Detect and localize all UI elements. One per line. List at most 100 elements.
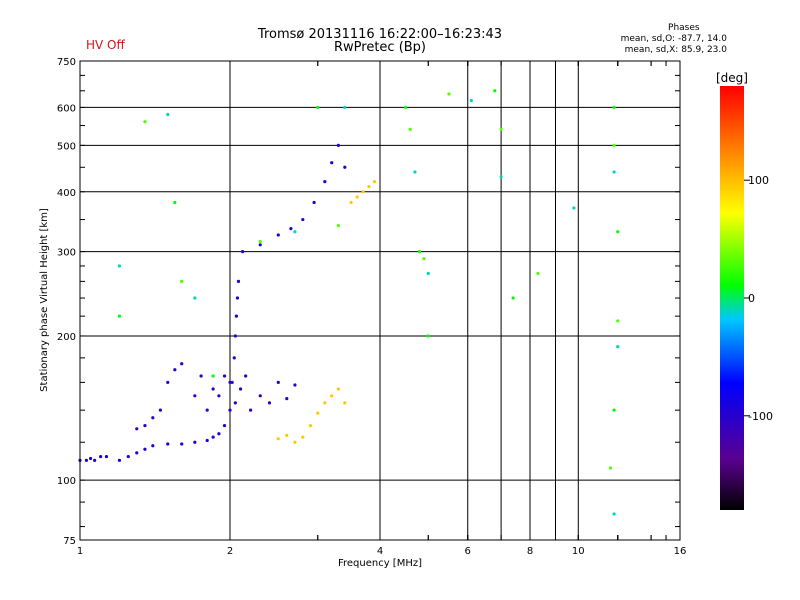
data-point (323, 180, 327, 184)
data-point (238, 387, 243, 391)
data-point (343, 401, 347, 405)
x-tick-label: 2 (227, 546, 233, 557)
data-point (173, 200, 177, 205)
data-point (222, 423, 227, 428)
data-point (301, 435, 305, 439)
data-point (241, 250, 245, 254)
data-point (211, 387, 215, 391)
data-point (117, 314, 122, 318)
data-point (422, 257, 426, 261)
data-point (301, 217, 305, 222)
data-point (193, 296, 197, 300)
data-point (276, 437, 280, 441)
data-point (285, 396, 289, 401)
data-point (323, 401, 327, 405)
y-tick-label: 500 (57, 141, 76, 152)
data-point (612, 170, 616, 174)
y-tick-label: 75 (63, 536, 76, 547)
x-tick-label: 1 (77, 546, 83, 557)
x-axis-label: Frequency [MHz] (338, 558, 422, 569)
data-point (355, 195, 359, 199)
data-point (612, 408, 616, 412)
data-point (236, 279, 241, 283)
trace-3 (117, 89, 620, 516)
data-point (258, 239, 262, 244)
data-point (249, 408, 253, 412)
data-point (151, 444, 155, 448)
data-point (143, 120, 147, 124)
y-tick-label: 100 (57, 476, 76, 487)
data-point (572, 206, 576, 210)
data-point (180, 442, 184, 446)
data-point (426, 271, 430, 276)
data-point (104, 454, 109, 459)
data-point (469, 98, 473, 103)
colorbar (720, 86, 744, 510)
data-point (616, 230, 620, 234)
data-point (316, 411, 320, 415)
axis-ticks: 1 2 4 6 8 10 16 75 100 200 300 400 500 600 750 (57, 57, 686, 557)
data-point (493, 89, 497, 93)
data-point (244, 374, 248, 378)
y-tick-label: 600 (57, 103, 76, 114)
data-point (616, 319, 620, 323)
colorbar-ticks: 100 0 -100 (744, 174, 773, 423)
y-tick-label: 300 (57, 248, 76, 259)
x-tick-label: 10 (572, 546, 585, 557)
data-point (228, 408, 232, 412)
data-point (205, 408, 209, 412)
trace-2 (276, 180, 377, 444)
data-point (336, 143, 340, 147)
x-tick-label: 4 (377, 546, 383, 557)
data-point (258, 394, 262, 398)
data-point (361, 190, 365, 194)
data-point (330, 394, 334, 398)
data-point (612, 512, 616, 516)
data-point (403, 105, 408, 110)
hv-status: HV Off (86, 38, 125, 52)
y-tick-label: 750 (57, 57, 76, 68)
colorbar-label: [deg] (716, 71, 748, 85)
data-point (233, 401, 237, 405)
data-point (235, 296, 240, 300)
data-point (372, 180, 377, 184)
data-point (447, 92, 451, 96)
data-point (126, 454, 130, 459)
data-point (285, 433, 289, 438)
data-point (293, 440, 297, 444)
phases-o-stats: mean, sd,O: -87.7, 14.0 (620, 34, 727, 44)
data-point (293, 383, 297, 387)
data-point (336, 223, 340, 228)
data-point (417, 250, 422, 254)
data-point (88, 456, 93, 461)
data-point (536, 271, 540, 276)
data-point (276, 380, 280, 384)
data-point (316, 105, 320, 110)
y-tick-label: 200 (57, 332, 76, 343)
data-point (222, 374, 227, 378)
data-point (199, 374, 203, 378)
phases-title: Phases (668, 23, 700, 33)
data-point (205, 438, 209, 443)
data-point (312, 200, 316, 205)
data-point (308, 423, 313, 428)
data-point (258, 243, 262, 247)
data-point (143, 423, 147, 428)
data-point (135, 451, 139, 455)
data-point (193, 440, 197, 444)
data-point (117, 458, 122, 462)
data-point (343, 165, 347, 169)
data-point (211, 435, 215, 439)
data-point (234, 314, 238, 318)
data-point (228, 380, 232, 384)
data-point (233, 334, 237, 338)
data-point (158, 408, 163, 412)
data-point (166, 112, 170, 117)
data-point (343, 105, 347, 110)
data-point (612, 143, 616, 147)
data-point (349, 200, 353, 205)
data-point (232, 356, 236, 360)
data-point (408, 127, 412, 131)
phases-x-stats: mean, sd,X: 85.9, 23.0 (624, 45, 727, 55)
